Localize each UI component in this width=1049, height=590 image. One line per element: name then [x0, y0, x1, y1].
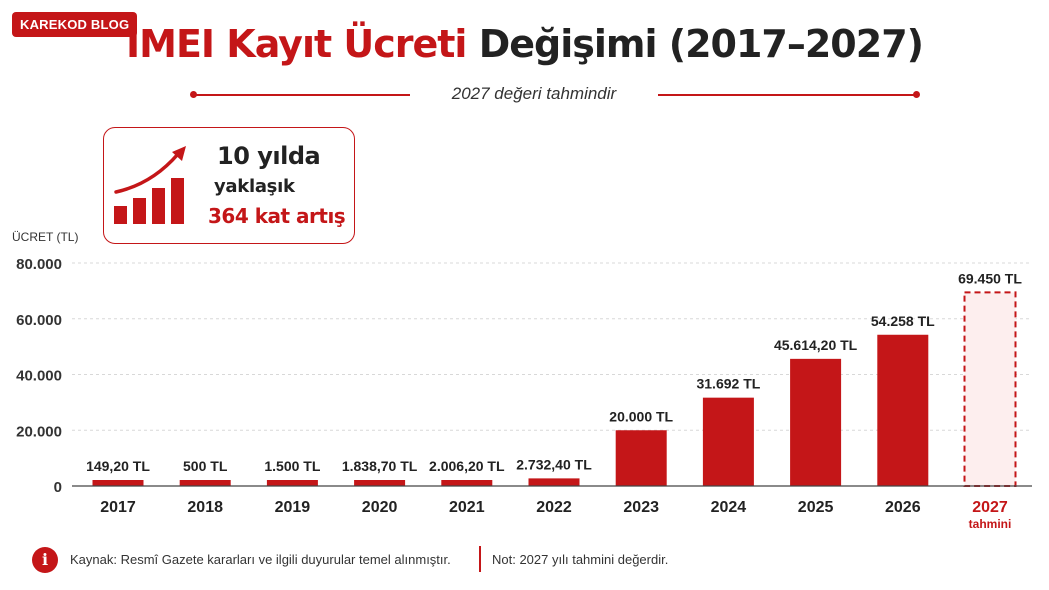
bar-estimated: [963, 291, 1017, 487]
subtitle: 2027 değeri tahmindir: [451, 84, 617, 103]
bars: [92, 291, 1017, 487]
x-tick-label: 2018: [187, 499, 223, 516]
value-label: 149,20 TL: [86, 458, 150, 474]
value-label: 31.692 TL: [696, 376, 760, 392]
callout-line-2: yaklaşık: [214, 176, 295, 197]
value-label: 45.614,20 TL: [774, 337, 858, 353]
x-tick-label: 2020: [362, 499, 398, 516]
bar: [615, 430, 667, 486]
value-labels: 149,20 TL 500 TL 1.500 TL 1.838,70 TL 2.006,…: [86, 270, 1022, 474]
bar: [441, 480, 493, 486]
growth-chart-icon: [114, 146, 186, 224]
bar-chart: ÜCRET (TL) 0 20.000 40.000 60.000 80.000 149…: [12, 230, 1032, 531]
y-axis-ticks: 0 20.000 40.000 60.000 80.000: [16, 256, 62, 496]
footer-separator: [479, 546, 481, 572]
title-part-2: Değişimi (2017–2027): [478, 22, 924, 66]
x-tick-label: 2019: [275, 499, 311, 516]
bar: [92, 480, 144, 486]
y-tick-label: 0: [54, 479, 62, 496]
source-note: Kaynak: Resmî Gazete kararları ve ilgili…: [70, 552, 451, 567]
bar: [790, 358, 842, 486]
x-tick-label: 2023: [623, 499, 659, 516]
footer: i Kaynak: Resmî Gazete kararları ve ilgi…: [30, 545, 1030, 575]
title-part-1: IMEI Kayıt Ücreti: [125, 22, 467, 66]
bar: [528, 478, 580, 486]
subtitle-dot-right: [913, 91, 920, 98]
value-label: 1.838,70 TL: [342, 458, 418, 474]
y-tick-label: 80.000: [16, 256, 62, 273]
y-axis-label: ÜCRET (TL): [12, 230, 78, 244]
x-tick-label: 2027: [972, 499, 1008, 516]
value-label: 1.500 TL: [264, 458, 320, 474]
brand-badge: KAREKOD BLOG: [12, 12, 138, 37]
subtitle-rule-right: [658, 94, 916, 96]
growth-callout: 10 yılda yaklaşık 364 kat artış: [103, 127, 355, 244]
grid-lines: [72, 262, 1032, 431]
estimate-note: Not: 2027 yılı tahmini değerdir.: [492, 552, 669, 567]
subtitle-dot-left: [190, 91, 197, 98]
info-circle-icon: i: [32, 547, 58, 573]
y-tick-label: 60.000: [16, 312, 62, 329]
value-label: 500 TL: [183, 458, 228, 474]
x-tick-label: 2021: [449, 499, 485, 516]
x-tick-label: 2025: [798, 499, 834, 516]
value-label: 2.006,20 TL: [429, 458, 505, 474]
y-tick-label: 20.000: [16, 423, 62, 440]
x-tick-label: 2024: [711, 499, 747, 516]
bar: [702, 397, 754, 486]
x-axis-ticks: 2017 2018 2019 2020 2021 2022 2023 2024 2025 2026…: [100, 499, 1011, 531]
value-label: 69.450 TL: [958, 270, 1022, 286]
bar: [877, 334, 929, 486]
value-label: 20.000 TL: [609, 408, 673, 424]
bar: [354, 480, 406, 486]
value-label: 2.732,40 TL: [516, 456, 592, 472]
callout-line-1: 10 yılda: [217, 142, 321, 170]
bar: [179, 480, 231, 486]
subtitle-row: 2027 değeri tahmindir: [190, 82, 920, 106]
y-tick-label: 40.000: [16, 368, 62, 385]
x-tick-label: 2026: [885, 499, 921, 516]
subtitle-rule-left: [194, 94, 410, 96]
bar: [266, 480, 318, 486]
page-title: IMEI Kayıt Ücreti Değişimi (2017–2027): [0, 22, 1049, 66]
estimate-caption: tahmini: [969, 517, 1012, 531]
callout-line-3: 364 kat artış: [208, 204, 346, 228]
x-tick-label: 2022: [536, 499, 572, 516]
x-tick-label: 2017: [100, 499, 136, 516]
value-label: 54.258 TL: [871, 313, 935, 329]
